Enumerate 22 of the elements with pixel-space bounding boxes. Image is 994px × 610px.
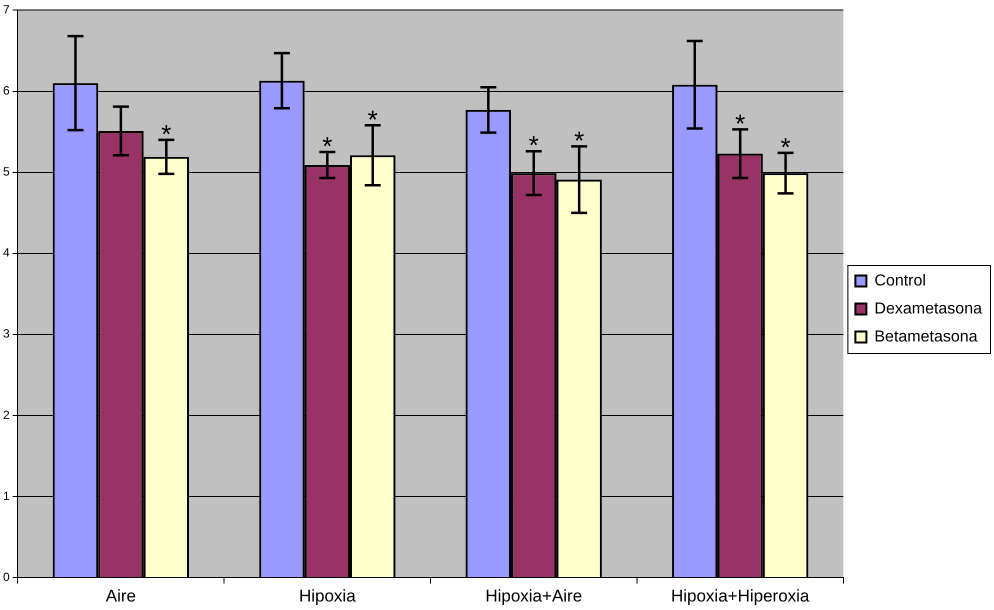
y-tick-label: 6	[2, 84, 10, 98]
y-tick-label: 0	[2, 570, 10, 584]
data-label: *	[735, 108, 746, 138]
data-label: *	[322, 131, 332, 162]
y-tick-label: 7	[2, 2, 10, 17]
legend-label: Dexametasona	[874, 300, 982, 318]
legend-label: Betametasona	[874, 328, 978, 346]
y-tick-label: 1	[2, 488, 10, 503]
y-tick-label: 2	[2, 408, 10, 422]
data-label: *	[574, 125, 584, 156]
x-tick-label: Aire	[106, 586, 136, 606]
data-label: *	[780, 132, 791, 162]
data-label: *	[161, 118, 172, 149]
data-label: *	[528, 130, 539, 160]
y-tick-label: 3	[2, 326, 10, 341]
data-label: *	[368, 104, 378, 134]
y-tick-label: 4	[2, 246, 10, 260]
y-tick-label: 5	[2, 164, 10, 179]
x-tick-label: Hipoxia+Hiperoxia	[670, 586, 810, 606]
x-tick-label: Hipoxia	[298, 586, 356, 606]
legend-label: Control	[874, 272, 926, 290]
x-tick-label: Hipoxia+Aire	[485, 586, 582, 606]
